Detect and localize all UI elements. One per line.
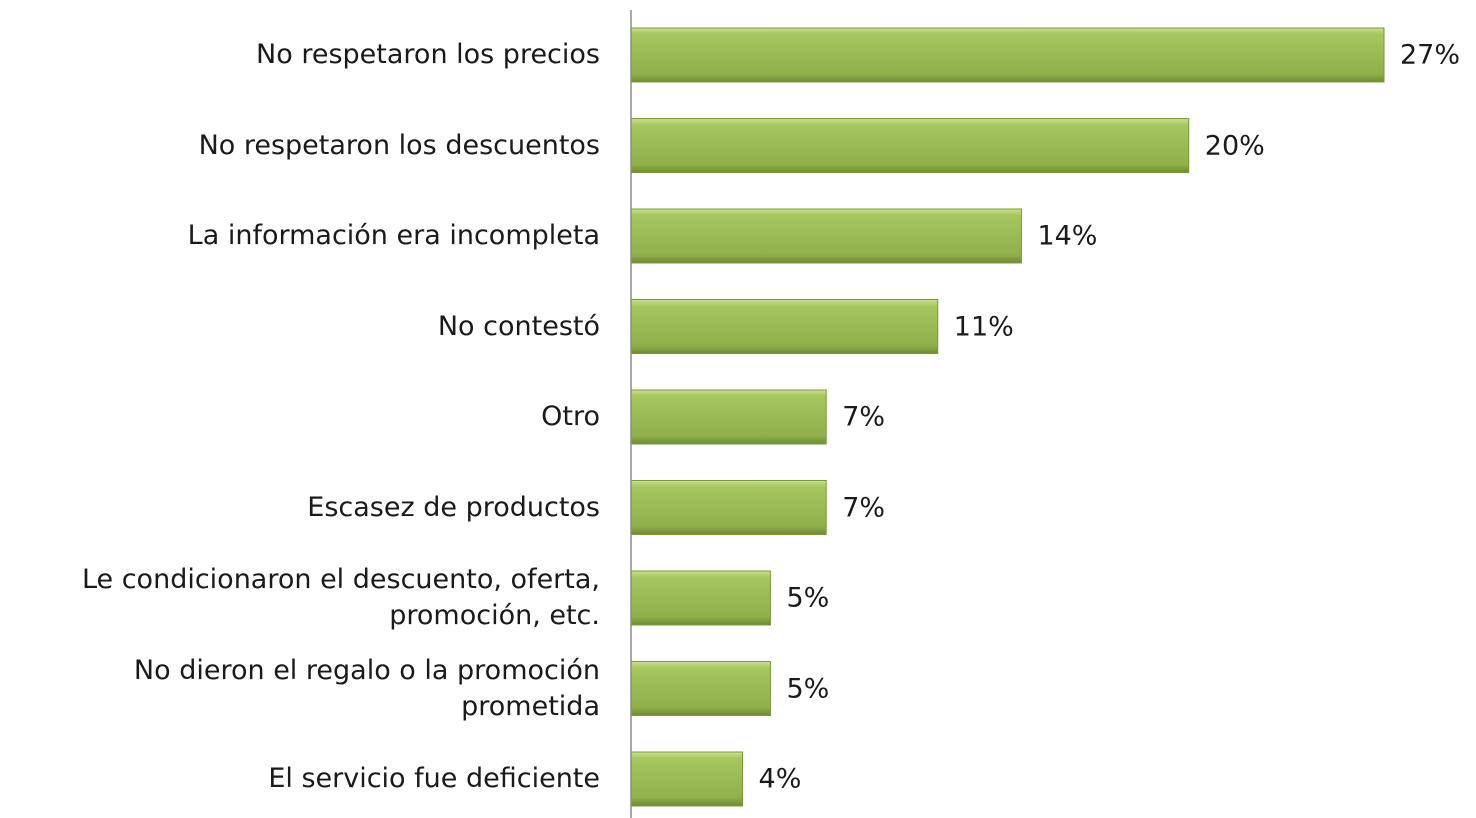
value-label: 7% [842,401,886,433]
value-label: 7% [842,492,886,523]
category-label: No contestó [437,310,600,342]
category-label: No dieron el regalo o la promoción prome… [133,654,600,722]
category-label: La información era incompleta [187,220,600,251]
bar [630,389,827,445]
value-label: 4% [758,763,802,795]
category-label: Otro [541,401,600,432]
bar [630,480,827,535]
bar [630,751,744,807]
value-label: 27% [1400,39,1461,71]
value-label: 5% [786,673,830,704]
value-label: 11% [953,311,1014,342]
bar [630,208,1022,264]
category-label: El servicio fue deficiente [268,763,600,794]
value-label: 14% [1037,220,1098,252]
category-label: Escasez de productos [307,491,600,523]
category-label: No respetaron los descuentos [198,129,600,161]
bar [630,27,1385,83]
bar [630,661,771,716]
bar [630,570,771,626]
category-label: No respetaron los precios [256,39,600,70]
category-label: Le condicionaron el descuento, oferta, p… [81,564,600,631]
bar [630,118,1190,173]
value-label: 5% [786,582,830,614]
bar [630,299,939,354]
value-label: 20% [1204,130,1265,161]
